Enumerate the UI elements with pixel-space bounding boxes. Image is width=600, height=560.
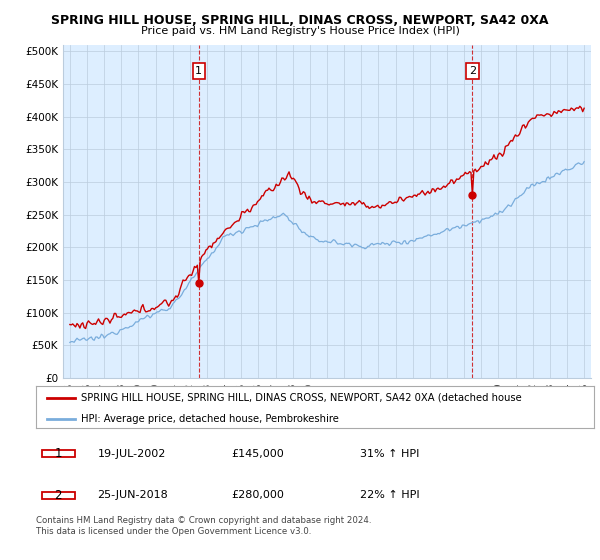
Text: Price paid vs. HM Land Registry's House Price Index (HPI): Price paid vs. HM Land Registry's House … [140,26,460,36]
Text: 25-JUN-2018: 25-JUN-2018 [97,490,168,500]
Text: 2: 2 [469,66,476,76]
Text: Contains HM Land Registry data © Crown copyright and database right 2024.
This d: Contains HM Land Registry data © Crown c… [36,516,371,536]
Text: 19-JUL-2002: 19-JUL-2002 [97,449,166,459]
Text: 31% ↑ HPI: 31% ↑ HPI [359,449,419,459]
Text: SPRING HILL HOUSE, SPRING HILL, DINAS CROSS, NEWPORT, SA42 0XA: SPRING HILL HOUSE, SPRING HILL, DINAS CR… [51,14,549,27]
Text: 22% ↑ HPI: 22% ↑ HPI [359,490,419,500]
Text: HPI: Average price, detached house, Pembrokeshire: HPI: Average price, detached house, Pemb… [80,414,338,424]
FancyBboxPatch shape [41,450,75,457]
Text: £280,000: £280,000 [232,490,284,500]
FancyBboxPatch shape [41,492,75,498]
Text: 2: 2 [55,489,62,502]
Text: SPRING HILL HOUSE, SPRING HILL, DINAS CROSS, NEWPORT, SA42 0XA (detached house: SPRING HILL HOUSE, SPRING HILL, DINAS CR… [80,393,521,403]
Text: 1: 1 [195,66,202,76]
Text: 1: 1 [55,447,62,460]
Text: £145,000: £145,000 [232,449,284,459]
